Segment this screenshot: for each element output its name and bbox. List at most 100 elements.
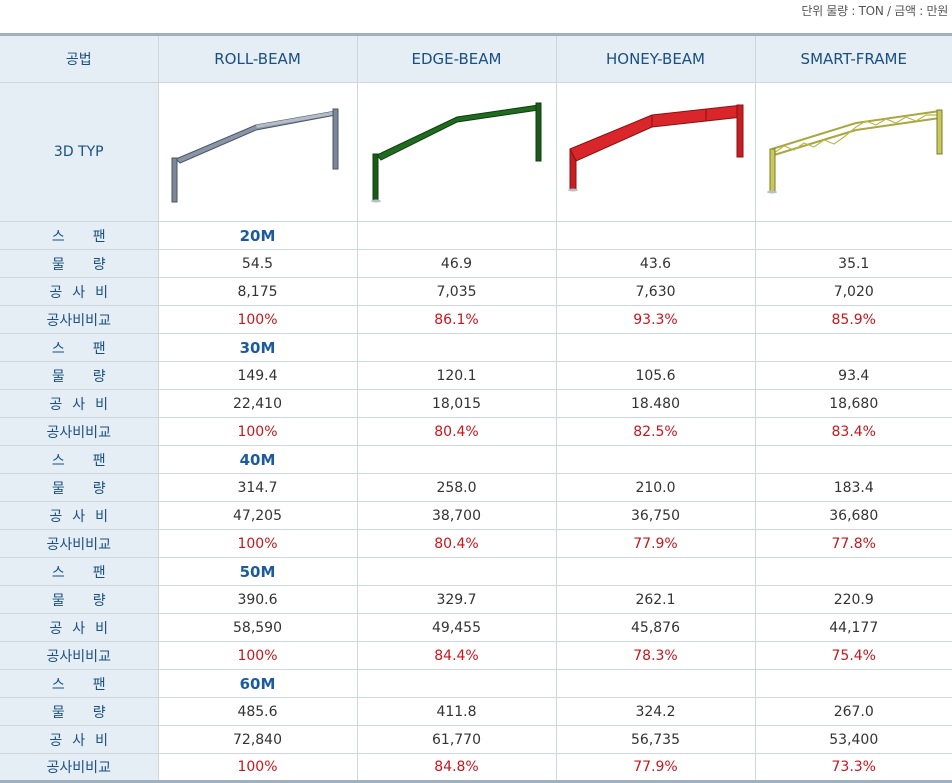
quantity-cell-edge-beam: 46.9 <box>356 249 557 278</box>
unit-note: 단위 물량 : TON / 금액 : 만원 <box>801 4 948 18</box>
empty-cell <box>356 445 557 474</box>
empty-cell <box>555 221 756 250</box>
quantity-cell-edge-beam: 329.7 <box>356 585 557 614</box>
cost-cell-honey-beam: 56,735 <box>555 725 756 754</box>
row-label-ratio: 공사비비교 <box>0 641 159 670</box>
row-label-quantity: 물량 <box>0 697 159 726</box>
quantity-cell-smart-frame: 183.4 <box>754 473 952 502</box>
span-value: 40M <box>157 445 358 474</box>
row-label-cost: 공사비 <box>0 613 159 642</box>
quantity-cell-smart-frame: 220.9 <box>754 585 952 614</box>
row-label-span: 스팬 <box>0 557 159 586</box>
row-quantity-20m: 물량 54.5 46.9 43.6 35.1 <box>0 249 952 278</box>
row-label-cost: 공사비 <box>0 389 159 418</box>
row-label-quantity: 물량 <box>0 585 159 614</box>
cost-cell-roll-beam: 58,590 <box>157 613 358 642</box>
empty-cell <box>356 557 557 586</box>
row-ratio-20m: 공사비비교 100% 86.1% 93.3% 85.9% <box>0 305 952 334</box>
row-label-span: 스팬 <box>0 221 159 250</box>
row-label-ratio: 공사비비교 <box>0 417 159 446</box>
ratio-cell-honey-beam: 77.9% <box>555 529 756 558</box>
row-label-ratio: 공사비비교 <box>0 305 159 334</box>
honey-beam-image-cell <box>555 82 756 222</box>
quantity-cell-honey-beam: 210.0 <box>555 473 756 502</box>
cost-cell-honey-beam: 36,750 <box>555 501 756 530</box>
ratio-cell-edge-beam: 84.8% <box>356 753 557 782</box>
quantity-cell-honey-beam: 43.6 <box>555 249 756 278</box>
column-header-honey-beam: HONEY-BEAM <box>555 34 756 83</box>
ratio-cell-smart-frame: 83.4% <box>754 417 952 446</box>
quantity-cell-honey-beam: 262.1 <box>555 585 756 614</box>
quantity-cell-roll-beam: 149.4 <box>157 361 358 390</box>
edge-beam-frame-icon <box>370 102 541 203</box>
3d-type-row: 3D TYP <box>0 82 952 222</box>
row-span-50m: 스팬 50M <box>0 557 952 586</box>
empty-cell <box>754 445 952 474</box>
row-label-quantity: 물량 <box>0 473 159 502</box>
edge-beam-image-cell <box>356 82 557 222</box>
row-ratio-30m: 공사비비교 100% 80.4% 82.5% 83.4% <box>0 417 952 446</box>
column-header-edge-beam: EDGE-BEAM <box>356 34 557 83</box>
row-label-ratio: 공사비비교 <box>0 529 159 558</box>
row-label-quantity: 물량 <box>0 249 159 278</box>
cost-cell-smart-frame: 53,400 <box>754 725 952 754</box>
ratio-cell-roll-beam: 100% <box>157 417 358 446</box>
span-value: 30M <box>157 333 358 362</box>
row-cost-40m: 공사비 47,205 38,700 36,750 36,680 <box>0 501 952 530</box>
quantity-cell-honey-beam: 105.6 <box>555 361 756 390</box>
row-label-span: 스팬 <box>0 669 159 698</box>
row-ratio-60m: 공사비비교 100% 84.8% 77.9% 73.3% <box>0 753 952 782</box>
ratio-cell-honey-beam: 78.3% <box>555 641 756 670</box>
row-quantity-40m: 물량 314.7 258.0 210.0 183.4 <box>0 473 952 502</box>
span-value: 20M <box>157 221 358 250</box>
row-label-span: 스팬 <box>0 333 159 362</box>
row-label-cost: 공사비 <box>0 725 159 754</box>
smart-frame-truss-icon <box>766 109 943 194</box>
row-ratio-40m: 공사비비교 100% 80.4% 77.9% 77.8% <box>0 529 952 558</box>
ratio-cell-roll-beam: 100% <box>157 305 358 334</box>
row-ratio-50m: 공사비비교 100% 84.4% 78.3% 75.4% <box>0 641 952 670</box>
empty-cell <box>555 557 756 586</box>
row-quantity-50m: 물량 390.6 329.7 262.1 220.9 <box>0 585 952 614</box>
ratio-cell-roll-beam: 100% <box>157 641 358 670</box>
row-label-span: 스팬 <box>0 445 159 474</box>
quantity-cell-smart-frame: 93.4 <box>754 361 952 390</box>
quantity-cell-honey-beam: 324.2 <box>555 697 756 726</box>
quantity-cell-roll-beam: 390.6 <box>157 585 358 614</box>
quantity-cell-edge-beam: 120.1 <box>356 361 557 390</box>
empty-cell <box>555 445 756 474</box>
cost-cell-smart-frame: 18,680 <box>754 389 952 418</box>
cost-cell-smart-frame: 36,680 <box>754 501 952 530</box>
header-row: 공법 ROLL-BEAM EDGE-BEAM HONEY-BEAM SMART-… <box>0 34 952 83</box>
quantity-cell-roll-beam: 485.6 <box>157 697 358 726</box>
method-header: 공법 <box>0 34 159 83</box>
cost-cell-honey-beam: 7,630 <box>555 277 756 306</box>
span-value: 60M <box>157 669 358 698</box>
cost-cell-edge-beam: 38,700 <box>356 501 557 530</box>
smart-frame-image-cell <box>754 82 952 222</box>
ratio-cell-edge-beam: 86.1% <box>356 305 557 334</box>
quantity-cell-smart-frame: 35.1 <box>754 249 952 278</box>
ratio-cell-honey-beam: 77.9% <box>555 753 756 782</box>
cost-cell-edge-beam: 18,015 <box>356 389 557 418</box>
ratio-cell-smart-frame: 85.9% <box>754 305 952 334</box>
empty-cell <box>356 669 557 698</box>
cost-cell-honey-beam: 45,876 <box>555 613 756 642</box>
column-header-roll-beam: ROLL-BEAM <box>157 34 358 83</box>
ratio-cell-roll-beam: 100% <box>157 753 358 782</box>
row-label-quantity: 물량 <box>0 361 159 390</box>
row-cost-50m: 공사비 58,590 49,455 45,876 44,177 <box>0 613 952 642</box>
cost-cell-smart-frame: 44,177 <box>754 613 952 642</box>
empty-cell <box>356 221 557 250</box>
cost-cell-honey-beam: 18.480 <box>555 389 756 418</box>
quantity-cell-smart-frame: 267.0 <box>754 697 952 726</box>
empty-cell <box>754 669 952 698</box>
row-span-60m: 스팬 60M <box>0 669 952 698</box>
empty-cell <box>555 669 756 698</box>
roll-beam-frame-icon <box>171 108 338 203</box>
empty-cell <box>754 221 952 250</box>
cost-cell-roll-beam: 22,410 <box>157 389 358 418</box>
empty-cell <box>555 333 756 362</box>
row-cost-20m: 공사비 8,175 7,035 7,630 7,020 <box>0 277 952 306</box>
row-quantity-30m: 물량 149.4 120.1 105.6 93.4 <box>0 361 952 390</box>
